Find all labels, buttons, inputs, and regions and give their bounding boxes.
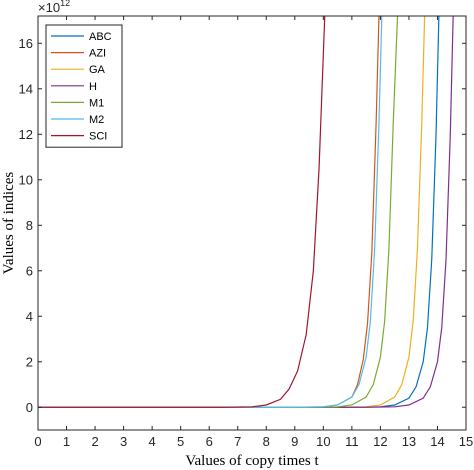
x-tick-label: 5 bbox=[177, 434, 184, 449]
x-tick-label: 1 bbox=[63, 434, 70, 449]
x-tick-label: 0 bbox=[34, 434, 41, 449]
legend-label-ga: GA bbox=[89, 64, 106, 76]
x-axis-title: Values of copy times t bbox=[185, 453, 319, 469]
y-axis-title: Values of indices bbox=[1, 172, 17, 275]
x-axis-ticks: 0 1 2 3 4 5 6 7 8 9 10 11 12 13 14 15 bbox=[34, 16, 473, 449]
y-axis-exponent-base: ×10 bbox=[38, 0, 60, 15]
legend-label-h: H bbox=[89, 81, 97, 93]
y-axis-exponent-power: 12 bbox=[60, 0, 70, 8]
legend-label-azi: AZI bbox=[89, 48, 106, 60]
plot-area-frame bbox=[37, 15, 467, 431]
legend-label-abc: ABC bbox=[89, 31, 112, 43]
series-line-sci bbox=[38, 16, 326, 408]
x-tick-label: 4 bbox=[149, 434, 156, 449]
series-layer bbox=[38, 16, 454, 408]
series-line-m2 bbox=[38, 16, 383, 408]
series-line-m1 bbox=[38, 16, 399, 408]
x-tick-label: 10 bbox=[316, 434, 330, 449]
y-tick-label: 12 bbox=[19, 127, 33, 142]
y-tick-label: 16 bbox=[19, 36, 33, 51]
x-tick-label: 14 bbox=[430, 434, 444, 449]
series-line-h bbox=[38, 16, 454, 408]
legend-label-m1: M1 bbox=[89, 97, 104, 109]
x-tick-label: 11 bbox=[345, 434, 359, 449]
y-axis-exponent: ×1012 bbox=[38, 0, 70, 15]
x-tick-label: 12 bbox=[373, 434, 387, 449]
x-tick-label: 7 bbox=[234, 434, 241, 449]
y-tick-label: 8 bbox=[26, 218, 33, 233]
y-tick-label: 10 bbox=[19, 172, 33, 187]
y-tick-label: 2 bbox=[26, 354, 33, 369]
x-tick-label: 8 bbox=[263, 434, 270, 449]
y-axis-ticks: 0 2 4 6 8 10 12 14 16 bbox=[19, 36, 466, 415]
x-tick-label: 2 bbox=[91, 434, 98, 449]
x-tick-label: 3 bbox=[120, 434, 127, 449]
legend-label-sci: SCI bbox=[89, 131, 107, 143]
legend-label-m2: M2 bbox=[89, 114, 104, 126]
x-tick-label: 15 bbox=[459, 434, 473, 449]
y-tick-label: 4 bbox=[26, 309, 33, 324]
x-tick-label: 13 bbox=[402, 434, 416, 449]
y-tick-label: 14 bbox=[19, 81, 33, 96]
y-tick-label: 0 bbox=[26, 400, 33, 415]
x-tick-label: 6 bbox=[206, 434, 213, 449]
legend: ABC AZI GA H M1 M2 SCI bbox=[45, 24, 123, 148]
x-tick-label: 9 bbox=[291, 434, 298, 449]
y-tick-label: 6 bbox=[26, 263, 33, 278]
